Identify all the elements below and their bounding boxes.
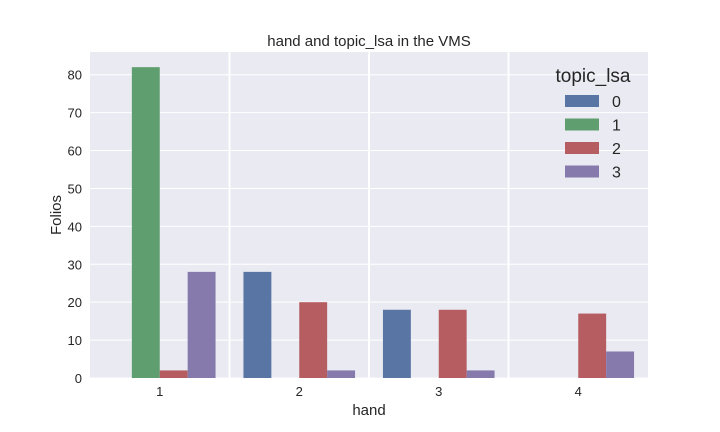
y-tick-label: 80 [68,68,82,83]
bar-series-1-hand-1 [131,67,160,379]
legend-swatch-2 [565,142,599,154]
y-tick-label: 10 [68,333,82,348]
y-axis-label: Folios [48,195,65,235]
legend: topic_lsa 0 1 2 3 [556,66,631,182]
bar-series-2-hand-2 [299,302,328,378]
bar-series-3-hand-2 [327,370,356,378]
x-tick-label: 4 [575,384,582,399]
bar-series-2-hand-3 [438,309,467,378]
legend-swatch-0 [565,95,599,107]
y-tick-labels: 0 10 20 30 40 50 60 70 80 [68,68,82,386]
x-tick-label: 3 [435,384,442,399]
legend-title: topic_lsa [556,66,631,87]
y-tick-label: 70 [68,106,82,121]
y-tick-label: 0 [75,371,82,386]
y-tick-label: 40 [68,219,82,234]
bar-series-3-hand-4 [606,351,635,378]
y-tick-label: 30 [68,257,82,272]
bar-series-3-hand-1 [187,271,216,378]
legend-label-3: 3 [612,165,621,182]
bar-series-3-hand-3 [466,370,495,378]
x-axis-label: hand [352,402,385,419]
chart-title: hand and topic_lsa in the VMS [267,33,470,50]
legend-label-2: 2 [612,141,621,158]
bar-series-2-hand-4 [578,313,607,378]
bar-series-2-hand-1 [159,370,188,378]
y-tick-label: 60 [68,144,82,159]
x-tick-labels: 1 2 3 4 [156,384,582,399]
x-tick-label: 1 [156,384,163,399]
legend-label-0: 0 [612,94,621,111]
bar-series-0-hand-2 [243,271,272,378]
legend-swatch-1 [565,118,599,131]
x-tick-label: 2 [296,384,303,399]
grid-lines [90,52,648,379]
legend-swatch-3 [565,165,599,178]
bars [131,67,635,379]
bar-series-0-hand-3 [382,309,411,378]
y-tick-label: 20 [68,295,82,310]
y-tick-label: 50 [68,181,82,196]
legend-label-1: 1 [612,118,621,135]
